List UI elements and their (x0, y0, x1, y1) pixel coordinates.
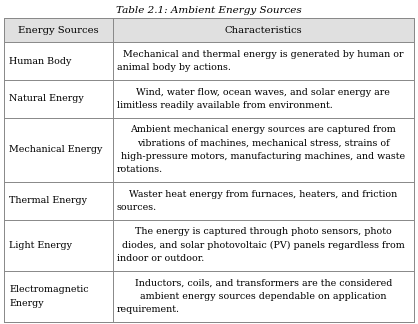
Text: Natural Energy: Natural Energy (9, 94, 84, 103)
Text: limitless readily available from environment.: limitless readily available from environ… (117, 101, 332, 110)
Text: The energy is captured through photo sensors, photo: The energy is captured through photo sen… (135, 227, 392, 237)
Text: high-pressure motors, manufacturing machines, and waste: high-pressure motors, manufacturing mach… (121, 152, 405, 161)
Text: indoor or outdoor.: indoor or outdoor. (117, 254, 204, 263)
Text: requirement.: requirement. (117, 306, 180, 314)
Text: Mechanical and thermal energy is generated by human or: Mechanical and thermal energy is generat… (123, 50, 403, 59)
Text: rotations.: rotations. (117, 166, 163, 175)
Text: Wind, water flow, ocean waves, and solar energy are: Wind, water flow, ocean waves, and solar… (136, 87, 390, 97)
Text: Electromagnetic: Electromagnetic (9, 285, 89, 294)
Text: Thermal Energy: Thermal Energy (9, 196, 87, 205)
Text: animal body by actions.: animal body by actions. (117, 63, 230, 72)
Text: Ambient mechanical energy sources are captured from: Ambient mechanical energy sources are ca… (130, 125, 396, 134)
Text: Energy Sources: Energy Sources (18, 26, 99, 35)
Text: ambient energy sources dependable on application: ambient energy sources dependable on app… (140, 292, 387, 301)
Text: diodes, and solar photovoltaic (PV) panels regardless from: diodes, and solar photovoltaic (PV) pane… (122, 241, 405, 250)
Text: Table 2.1: Ambient Energy Sources: Table 2.1: Ambient Energy Sources (116, 6, 302, 15)
Text: vibrations of machines, mechanical stress, strains of: vibrations of machines, mechanical stres… (137, 139, 390, 148)
Text: Characteristics: Characteristics (224, 26, 302, 35)
Text: Mechanical Energy: Mechanical Energy (9, 145, 102, 154)
Text: Inductors, coils, and transformers are the considered: Inductors, coils, and transformers are t… (135, 279, 392, 287)
Text: Light Energy: Light Energy (9, 241, 72, 250)
Text: sources.: sources. (117, 203, 157, 212)
Text: Waster heat energy from furnaces, heaters, and friction: Waster heat energy from furnaces, heater… (129, 190, 398, 199)
Bar (4, 18, 414, 42)
Text: Energy: Energy (9, 299, 43, 308)
Text: Human Body: Human Body (9, 57, 71, 65)
